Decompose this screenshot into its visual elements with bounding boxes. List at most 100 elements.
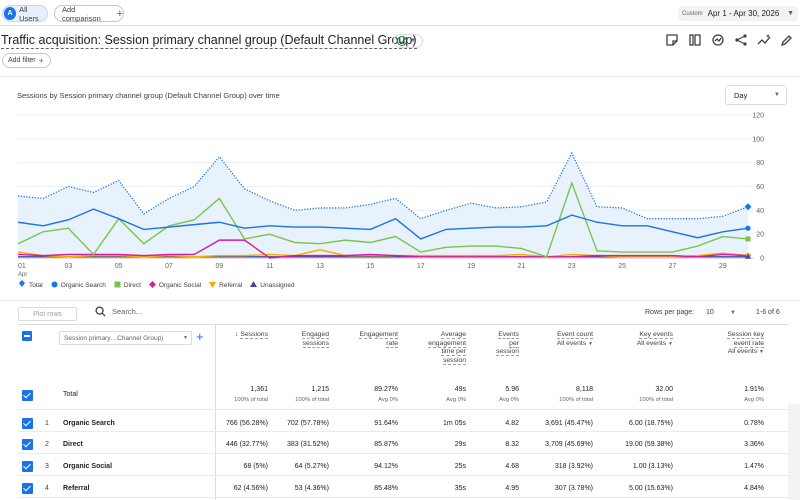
rows-per-page-label: Rows per page: [645, 309, 695, 316]
total-cell: 1,361 100% of total [234, 385, 268, 405]
total-row-checkbox[interactable] [22, 390, 33, 401]
table-cell: 94.12% [374, 463, 398, 470]
row-divider [18, 453, 788, 454]
column-header-sessions[interactable]: ↓ Sessions [235, 331, 268, 340]
x-tick-label: 25 [618, 263, 626, 270]
x-tick-label: 07 [165, 263, 173, 270]
report-status-button[interactable]: ▼ [393, 34, 423, 48]
edit-pencil-icon[interactable] [780, 33, 794, 47]
x-tick-label: 13 [316, 263, 324, 270]
y-tick-label: 60 [756, 184, 764, 191]
add-dimension-plus-icon[interactable]: + [196, 329, 204, 344]
granularity-select[interactable]: Day ▼ [725, 85, 787, 105]
segment-chip-all-users[interactable]: A All Users [2, 5, 48, 23]
row-channel-name[interactable]: Organic Social [63, 463, 113, 470]
legend-marker-icon [148, 280, 156, 290]
x-tick-label: 03 [64, 263, 72, 270]
x-tick-label: 15 [367, 263, 375, 270]
table-cell: 29s [454, 441, 466, 448]
x-tick-label: 05 [115, 263, 123, 270]
total-value: 1.91% [744, 386, 764, 393]
x-tick-label: 23 [568, 263, 576, 270]
total-value: 1,361 [250, 386, 268, 393]
table-cell: 3.36% [744, 441, 764, 448]
legend-item-unassigned[interactable]: Unassigned [250, 280, 295, 290]
legend-item-referral[interactable]: Referral [209, 280, 242, 290]
row-checkbox[interactable] [22, 439, 33, 450]
table-cell: 318 (3.92%) [554, 463, 593, 470]
date-range-text: Apr 1 - Apr 30, 2026 [707, 9, 780, 18]
y-tick-label: 80 [756, 160, 764, 167]
add-comparison-label: Add comparison [62, 4, 101, 23]
select-all-checkbox[interactable] [22, 331, 32, 341]
row-checkbox[interactable] [22, 418, 33, 429]
check-circle-icon [397, 36, 407, 46]
total-cell: 8,118 100% of total [559, 385, 593, 405]
total-subtext: 100% of total [639, 397, 673, 403]
dimension-select[interactable]: Session primary…Channel Group) ▼ [59, 331, 192, 345]
share-icon[interactable] [734, 33, 748, 47]
sort-desc-arrow-icon: ↓ [235, 331, 241, 338]
row-index: 4 [45, 485, 49, 492]
row-checkbox[interactable] [22, 461, 33, 472]
insights-icon[interactable] [711, 33, 725, 47]
column-header-average-engagement-time-per-session[interactable]: Average engagement time per session [428, 331, 466, 365]
total-area [18, 153, 748, 258]
total-value: 89.27% [374, 386, 398, 393]
row-channel-name[interactable]: Direct [63, 441, 83, 448]
end-marker-direct [745, 236, 751, 242]
table-cell: 35s [454, 485, 466, 492]
trend-sparkle-icon[interactable] [757, 33, 771, 47]
x-tick-label: 11 [266, 263, 273, 270]
column-header-key-events[interactable]: Key events All events ▼ [637, 331, 673, 348]
legend-item-organic-search[interactable]: Organic Search [51, 280, 106, 290]
series-line-total [17, 151, 749, 220]
total-label: Total [63, 391, 78, 398]
end-marker-organic-search [745, 225, 751, 231]
customize-report-icon[interactable] [665, 33, 679, 47]
page-title: Traffic acquisition: Session primary cha… [1, 33, 417, 49]
total-value: 8,118 [576, 386, 593, 393]
row-channel-name[interactable]: Referral [63, 485, 90, 492]
column-header-event-count[interactable]: Event count All events ▼ [557, 331, 593, 348]
event-filter-select[interactable]: All events ▼ [556, 339, 593, 347]
legend-item-organic-social[interactable]: Organic Social [148, 280, 201, 290]
column-header-label: Event count [557, 331, 593, 339]
pagination-range: 1-6 of 6 [755, 309, 780, 316]
legend-item-direct[interactable]: Direct [114, 280, 141, 290]
end-marker-unassigned [745, 253, 751, 259]
legend-item-total[interactable]: Total [18, 280, 43, 290]
row-channel-name[interactable]: Organic Search [63, 420, 115, 427]
add-filter-button[interactable]: Add filter + [2, 53, 51, 68]
row-checkbox[interactable] [22, 483, 33, 494]
end-marker-total [744, 203, 752, 211]
row-divider [18, 475, 788, 476]
table-cell: 25s [454, 463, 466, 470]
date-range-picker[interactable]: Custom Apr 1 - Apr 30, 2026 ▼ [678, 6, 798, 21]
table-search[interactable]: Search... [95, 306, 142, 317]
total-value: 32.00 [655, 386, 673, 393]
granularity-value: Day [734, 90, 748, 100]
search-input[interactable]: Search... [112, 307, 143, 316]
event-filter-select[interactable]: All events ▼ [727, 348, 764, 355]
plot-rows-button[interactable]: Plot rows [18, 307, 77, 321]
add-comparison-button[interactable]: Add comparison + [54, 4, 124, 23]
table-cell: 6.00 (18.75%) [629, 420, 673, 427]
column-header-session-key-event-rate[interactable]: Session key event rate All events ▼ [727, 331, 764, 357]
horizontal-scroll-area[interactable] [788, 404, 800, 500]
column-header-events-per-session[interactable]: Events per session [495, 331, 519, 357]
column-header-engagement-rate[interactable]: Engagement rate [359, 331, 398, 348]
x-tick-label: 21 [518, 263, 526, 270]
chart-title: Sessions by Session primary channel grou… [17, 91, 280, 100]
chevron-down-icon[interactable]: ▼ [730, 309, 736, 316]
rows-per-page-select[interactable]: 10 [706, 309, 714, 316]
compare-columns-icon[interactable] [688, 33, 702, 47]
x-tick-label: 27 [669, 263, 677, 270]
column-header-engaged-sessions[interactable]: Engaged sessions [301, 331, 329, 348]
total-value: 5.96 [505, 386, 519, 393]
event-filter-select[interactable]: All events ▼ [636, 339, 673, 347]
report-toolbar [665, 33, 794, 47]
y-tick-label: 0 [760, 256, 764, 263]
table-cell: 3,691 (45.47%) [545, 420, 593, 427]
table-cell: 307 (3.78%) [554, 485, 593, 492]
